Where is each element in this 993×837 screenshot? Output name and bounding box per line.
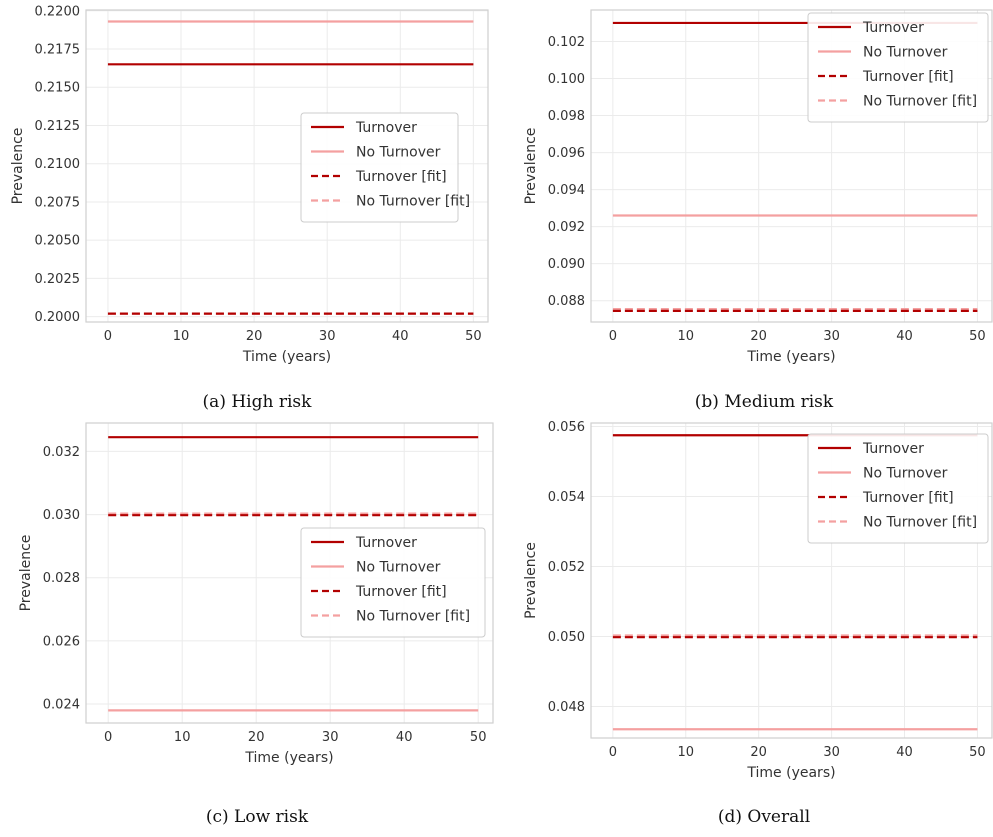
x-tick-label: 50 bbox=[470, 730, 487, 745]
x-tick-label: 10 bbox=[173, 329, 190, 344]
legend-label: No Turnover bbox=[356, 145, 441, 161]
plot-frame bbox=[590, 9, 993, 323]
x-tick-label: 30 bbox=[322, 730, 339, 745]
y-tick-label: 0.094 bbox=[548, 183, 585, 198]
y-tick-label: 0.2100 bbox=[35, 157, 81, 172]
y-tick-label: 0.2050 bbox=[35, 234, 81, 249]
x-tick-label: 30 bbox=[823, 745, 840, 760]
y-tick-label: 0.2150 bbox=[35, 81, 81, 96]
y-tick-label: 0.2200 bbox=[35, 4, 81, 19]
y-tick-label: 0.032 bbox=[43, 445, 80, 460]
x-tick-label: 10 bbox=[678, 745, 695, 760]
y-tick-label: 0.056 bbox=[548, 420, 585, 435]
legend-label: No Turnover [fit] bbox=[863, 515, 977, 531]
plot-frame bbox=[85, 422, 494, 724]
subfigure-caption: (d) Overall bbox=[718, 807, 810, 827]
x-tick-label: 0 bbox=[104, 730, 112, 745]
plot-frame bbox=[85, 9, 489, 323]
legend-label: No Turnover [fit] bbox=[356, 194, 470, 210]
x-tick-label: 40 bbox=[896, 329, 913, 344]
legend-label: Turnover [fit] bbox=[862, 490, 954, 506]
legend-box bbox=[807, 433, 989, 544]
x-tick-label: 20 bbox=[246, 329, 263, 344]
chart-panel-1: 0 10 20 30 40 50 0.2000 0.2025 0.2050 0.2075 0.210… bbox=[10, 4, 489, 412]
y-tick-label: 0.2075 bbox=[35, 195, 81, 210]
x-tick-label: 50 bbox=[465, 329, 482, 344]
legend-box bbox=[300, 527, 486, 638]
y-tick-label: 0.028 bbox=[43, 571, 80, 586]
legend-label: Turnover bbox=[862, 20, 924, 36]
y-tick-label: 0.102 bbox=[548, 35, 585, 50]
x-axis-label: Time (years) bbox=[746, 349, 835, 365]
x-tick-label: 40 bbox=[396, 730, 413, 745]
legend-label: No Turnover bbox=[863, 45, 948, 61]
chart-panel-4: 0 10 20 30 40 50 0.048 0.050 0.052 0.054 0.056 Time… bbox=[523, 420, 993, 827]
y-axis-label: Prevalence bbox=[523, 128, 539, 205]
chart-panel-2: 0 10 20 30 40 50 0.088 0.090 0.092 0.094 0.096 0.09… bbox=[523, 9, 993, 412]
legend-label: No Turnover [fit] bbox=[863, 94, 977, 110]
x-tick-label: 40 bbox=[896, 745, 913, 760]
y-tick-label: 0.052 bbox=[548, 560, 585, 575]
legend-box bbox=[300, 112, 459, 223]
x-tick-label: 40 bbox=[392, 329, 409, 344]
x-tick-label: 20 bbox=[248, 730, 265, 745]
y-tick-label: 0.026 bbox=[43, 634, 80, 649]
subfigure-caption: (b) Medium risk bbox=[695, 392, 834, 412]
x-tick-label: 30 bbox=[319, 329, 336, 344]
y-tick-label: 0.098 bbox=[548, 109, 585, 124]
x-axis-label: Time (years) bbox=[244, 750, 333, 766]
y-tick-label: 0.030 bbox=[43, 508, 80, 523]
legend-label: No Turnover bbox=[356, 560, 441, 576]
x-tick-label: 10 bbox=[174, 730, 191, 745]
plot-frame bbox=[590, 422, 993, 739]
x-tick-label: 0 bbox=[609, 329, 617, 344]
y-tick-label: 0.090 bbox=[548, 257, 585, 272]
y-tick-label: 0.088 bbox=[548, 294, 585, 309]
y-tick-label: 0.2175 bbox=[35, 43, 81, 58]
legend-box bbox=[807, 12, 989, 123]
legend: Turnover No Turnover Turnover [fit] No Turn… bbox=[300, 112, 470, 223]
legend: Turnover No Turnover Turnover [fit] No Turn… bbox=[807, 433, 989, 544]
x-axis-label: Time (years) bbox=[746, 765, 835, 781]
x-tick-label: 20 bbox=[750, 745, 767, 760]
y-axis-label: Prevalence bbox=[523, 542, 539, 619]
y-axis-label: Prevalence bbox=[18, 535, 34, 612]
legend-label: No Turnover [fit] bbox=[356, 609, 470, 625]
x-tick-label: 50 bbox=[969, 745, 986, 760]
y-tick-label: 0.048 bbox=[548, 700, 585, 715]
legend-label: Turnover [fit] bbox=[862, 69, 954, 85]
y-axis-label: Prevalence bbox=[10, 128, 26, 205]
y-tick-label: 0.092 bbox=[548, 220, 585, 235]
legend-label: No Turnover bbox=[863, 466, 948, 482]
y-tick-label: 0.2025 bbox=[35, 272, 81, 287]
x-tick-label: 0 bbox=[609, 745, 617, 760]
y-tick-label: 0.096 bbox=[548, 146, 585, 161]
y-tick-label: 0.2000 bbox=[35, 310, 81, 325]
x-tick-label: 30 bbox=[823, 329, 840, 344]
x-tick-label: 50 bbox=[969, 329, 986, 344]
legend: Turnover No Turnover Turnover [fit] No Turn… bbox=[807, 12, 989, 123]
legend-label: Turnover bbox=[355, 535, 417, 551]
x-tick-label: 0 bbox=[104, 329, 112, 344]
subfigure-caption: (c) Low risk bbox=[206, 807, 309, 827]
y-tick-label: 0.054 bbox=[548, 490, 585, 505]
legend-label: Turnover [fit] bbox=[355, 584, 447, 600]
legend-label: Turnover [fit] bbox=[355, 169, 447, 185]
y-tick-label: 0.050 bbox=[548, 630, 585, 645]
y-tick-label: 0.100 bbox=[548, 72, 585, 87]
legend-label: Turnover bbox=[862, 441, 924, 457]
legend-label: Turnover bbox=[355, 120, 417, 136]
x-tick-label: 10 bbox=[678, 329, 695, 344]
chart-panel-3: 0 10 20 30 40 50 0.024 0.026 0.028 0.030 0.032 Time… bbox=[18, 422, 494, 827]
x-tick-label: 20 bbox=[750, 329, 767, 344]
subfigure-caption: (a) High risk bbox=[203, 392, 313, 412]
y-tick-label: 0.024 bbox=[43, 698, 80, 713]
legend: Turnover No Turnover Turnover [fit] No Turn… bbox=[300, 527, 486, 638]
y-tick-label: 0.2125 bbox=[35, 119, 81, 134]
x-axis-label: Time (years) bbox=[242, 349, 331, 365]
